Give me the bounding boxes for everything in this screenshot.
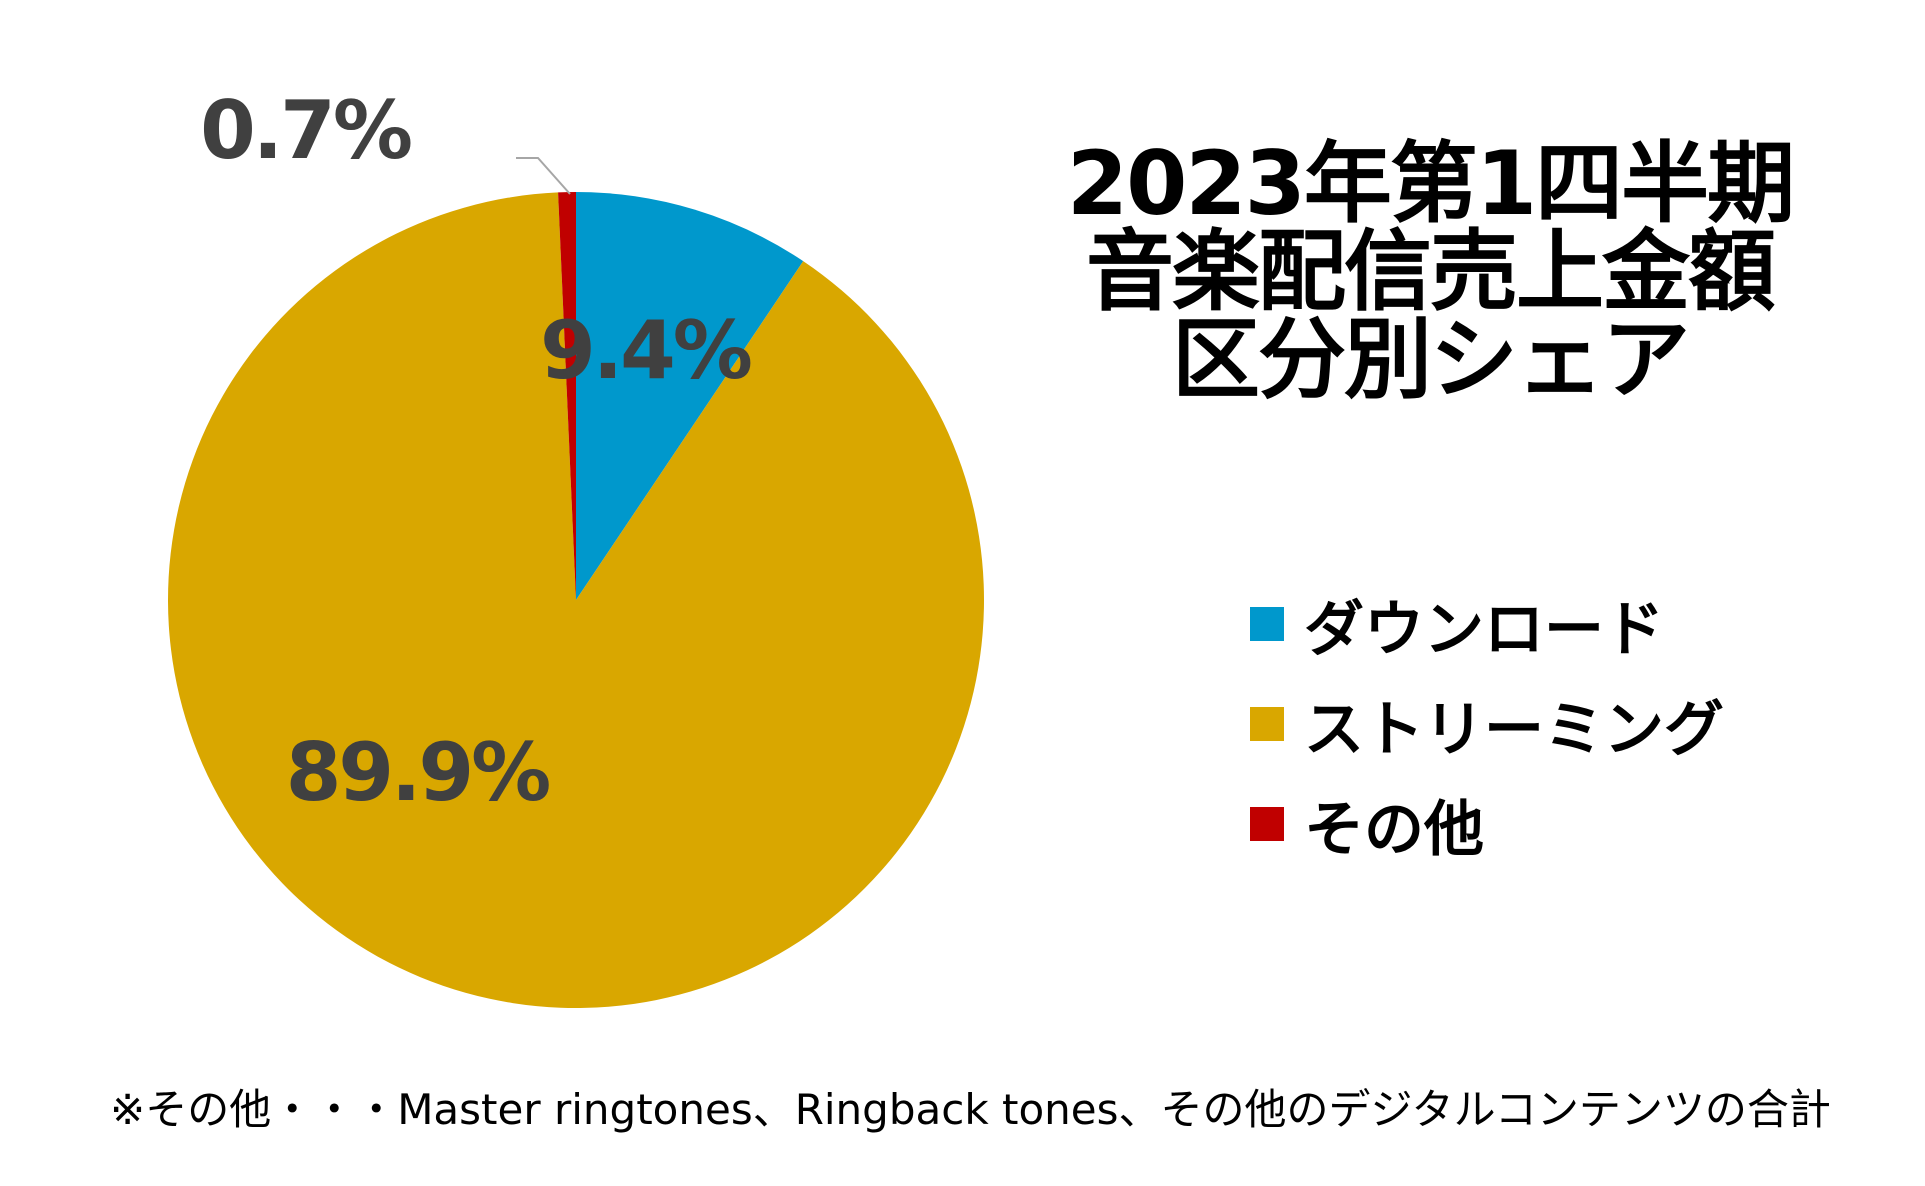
chart-title-line-3: 区分別シェア (1171, 308, 1690, 411)
data-label-download: 9.4% (540, 304, 751, 397)
legend-item-other: その他 (1250, 774, 1724, 874)
legend-label-download: ダウンロード (1304, 594, 1664, 665)
pie-slice-other (558, 192, 576, 600)
pie-slice-download (576, 192, 804, 600)
data-label-other: 0.7% (200, 84, 411, 177)
pie-slice-streaming (168, 192, 985, 1009)
footnote: ※その他・・・Master ringtones、Ringback tones、そ… (110, 1085, 1831, 1134)
pie-slices (168, 192, 985, 1009)
legend-swatch-streaming (1250, 707, 1284, 741)
data-labels: 9.4% 89.9% 0.7% (200, 84, 754, 819)
data-label-streaming: 89.9% (286, 726, 549, 819)
leader-line-other (516, 157, 571, 195)
legend: ダウンロード ストリーミング その他 (1250, 574, 1724, 874)
leader-lines (516, 157, 571, 195)
legend-label-other: その他 (1304, 794, 1484, 865)
legend-swatch-other (1250, 807, 1284, 841)
legend-item-download: ダウンロード (1250, 574, 1724, 674)
legend-label-streaming: ストリーミング (1304, 694, 1724, 765)
chart-title-line-2: 音楽配信売上金額 (1085, 220, 1776, 323)
chart-title: 2023年第1四半期 音楽配信売上金額 区分別シェア (1010, 140, 1850, 404)
chart-title-line-1: 2023年第1四半期 (1066, 132, 1795, 235)
legend-swatch-download (1250, 607, 1284, 641)
legend-item-streaming: ストリーミング (1250, 674, 1724, 774)
